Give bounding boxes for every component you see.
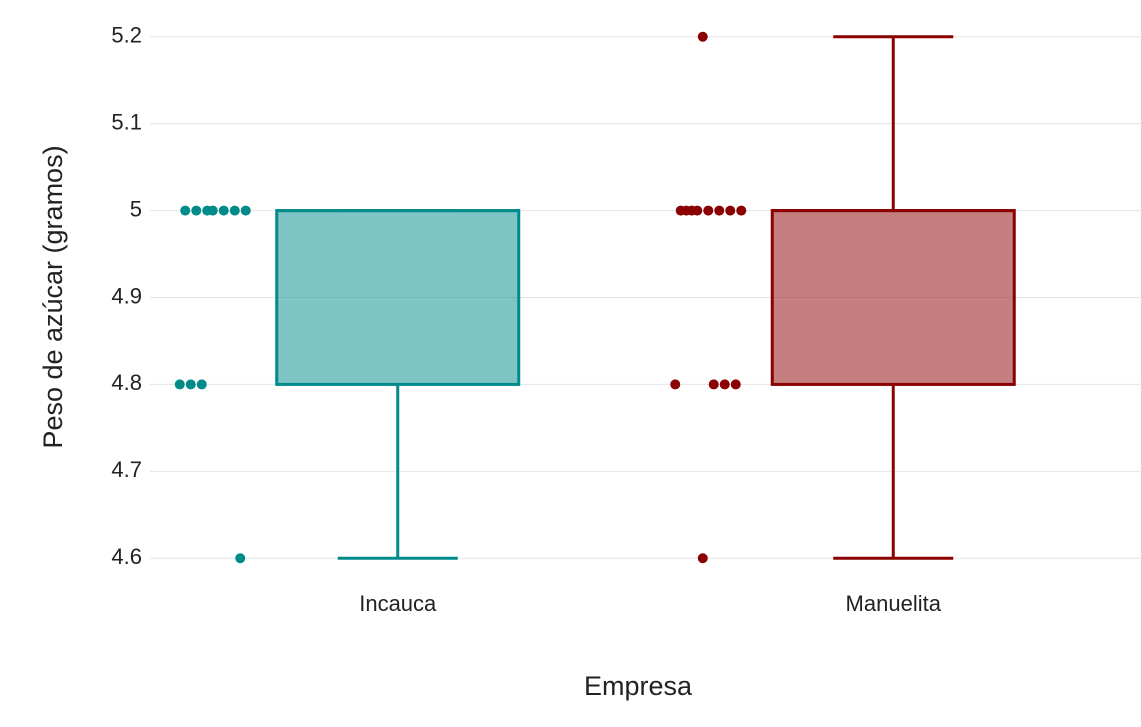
point — [708, 379, 719, 390]
point — [719, 379, 730, 390]
point — [174, 379, 185, 390]
y-tick-label: 5 — [130, 196, 142, 221]
point — [229, 205, 240, 216]
point — [681, 205, 692, 216]
box — [770, 209, 1016, 386]
point — [185, 379, 196, 390]
point — [240, 205, 251, 216]
y-tick-label: 4.9 — [111, 283, 142, 308]
point — [692, 205, 703, 216]
point — [730, 379, 741, 390]
point — [714, 205, 725, 216]
point — [736, 205, 747, 216]
point — [703, 205, 714, 216]
point — [196, 379, 207, 390]
point — [670, 379, 681, 390]
y-tick-label: 4.7 — [111, 457, 142, 482]
x-tick-label: Incauca — [359, 591, 437, 616]
y-tick-label: 5.1 — [111, 109, 142, 134]
y-tick-label: 4.6 — [111, 544, 142, 569]
point — [235, 553, 246, 564]
x-axis-title: Empresa — [584, 671, 693, 701]
point — [207, 205, 218, 216]
point — [180, 205, 191, 216]
point — [725, 205, 736, 216]
point — [191, 205, 202, 216]
point — [218, 205, 229, 216]
y-tick-label: 4.8 — [111, 370, 142, 395]
x-tick-label: Manuelita — [846, 591, 942, 616]
point — [697, 31, 708, 42]
point — [697, 553, 708, 564]
y-tick-label: 5.2 — [111, 23, 142, 48]
box — [275, 209, 521, 386]
y-axis-title: Peso de azúcar (gramos) — [38, 145, 68, 448]
